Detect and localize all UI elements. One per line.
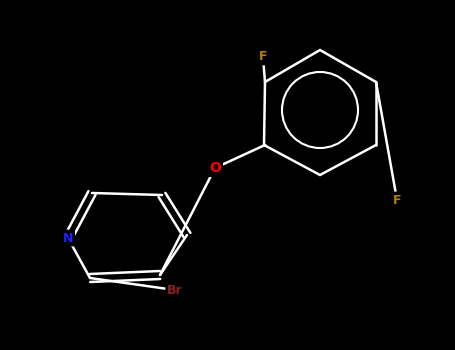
Text: O: O [209, 161, 221, 175]
Text: N: N [63, 231, 73, 245]
Text: F: F [259, 50, 267, 63]
Text: Br: Br [167, 284, 183, 296]
Text: F: F [393, 194, 401, 206]
